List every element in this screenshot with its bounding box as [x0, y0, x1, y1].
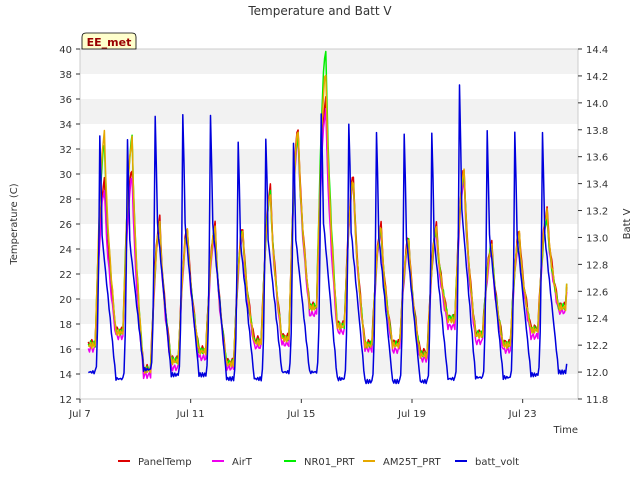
y2-tick-label: 13.8 — [586, 126, 608, 137]
legend-label: batt_volt — [475, 457, 519, 468]
legend-label: AirT — [232, 457, 253, 468]
plot-band — [80, 49, 578, 74]
plot-band — [80, 99, 578, 124]
y2-tick-label: 14.4 — [586, 45, 608, 56]
plot-band — [80, 74, 578, 99]
y2-tick-label: 13.0 — [586, 233, 608, 244]
x-tick-label: Jul 23 — [508, 409, 537, 420]
y-tick-label: 18 — [59, 320, 72, 331]
y-tick-label: 14 — [59, 370, 72, 381]
y2-axis-label: Batt V — [622, 208, 633, 239]
y2-tick-label: 13.4 — [586, 180, 608, 191]
legend-label: PanelTemp — [138, 457, 192, 468]
y-tick-label: 38 — [59, 70, 72, 81]
plot-band — [80, 124, 578, 149]
y-tick-label: 34 — [59, 120, 72, 131]
y-axis-left: 12 14 16 18 20 22 24 26 28 30 32 34 36 38 40 — [59, 45, 80, 406]
y2-tick-label: 12.8 — [586, 260, 608, 271]
x-tick-label: Jul 7 — [68, 409, 91, 420]
y2-tick-label: 14.0 — [586, 99, 608, 110]
plot-band — [80, 299, 578, 324]
plot-band — [80, 374, 578, 399]
y-tick-label: 16 — [59, 345, 72, 356]
y-axis-label: Temperature (C) — [9, 183, 20, 265]
y2-tick-label: 13.6 — [586, 153, 608, 164]
y-tick-label: 26 — [59, 220, 72, 231]
legend-label: AM25T_PRT — [383, 457, 442, 468]
y2-tick-label: 12.4 — [586, 314, 608, 325]
y2-tick-label: 12.6 — [586, 287, 608, 298]
x-tick-label: Jul 11 — [176, 409, 205, 420]
y-tick-label: 40 — [59, 45, 72, 56]
x-tick-label: Jul 15 — [286, 409, 315, 420]
y2-tick-label: 11.8 — [586, 395, 608, 406]
y2-tick-label: 13.2 — [586, 207, 608, 218]
x-axis-label: Time — [553, 425, 578, 436]
series-layer — [87, 50, 568, 385]
legend: PanelTemp AirT NR01_PRT AM25T_PRT batt_volt — [118, 457, 519, 468]
y-axis-right: 11.8 12.0 12.2 12.4 12.6 12.8 13.0 13.2 13.4 13.6… — [578, 45, 608, 406]
series-line-batt_volt — [88, 84, 568, 385]
y-tick-label: 22 — [59, 270, 72, 281]
y-tick-label: 24 — [59, 245, 72, 256]
y-tick-label: 30 — [59, 170, 72, 181]
y-tick-label: 32 — [59, 145, 72, 156]
plot-band — [80, 224, 578, 249]
y-tick-label: 20 — [59, 295, 72, 306]
y-tick-label: 12 — [59, 395, 72, 406]
y-tick-label: 28 — [59, 195, 72, 206]
y-tick-label: 36 — [59, 95, 72, 106]
plot-band — [80, 349, 578, 374]
legend-label: NR01_PRT — [304, 457, 355, 468]
x-tick-label: Jul 19 — [397, 409, 426, 420]
chart-title: Temperature and Batt V — [247, 4, 392, 18]
plot-band — [80, 249, 578, 274]
station-label: EE_met — [87, 36, 132, 49]
station-label-box: EE_met — [81, 32, 137, 50]
y2-tick-label: 12.0 — [586, 368, 608, 379]
y2-tick-label: 14.2 — [586, 72, 608, 83]
x-axis: Jul 7 Jul 11 Jul 15 Jul 19 Jul 23 — [68, 399, 537, 420]
y2-tick-label: 12.2 — [586, 341, 608, 352]
plot-band — [80, 324, 578, 349]
